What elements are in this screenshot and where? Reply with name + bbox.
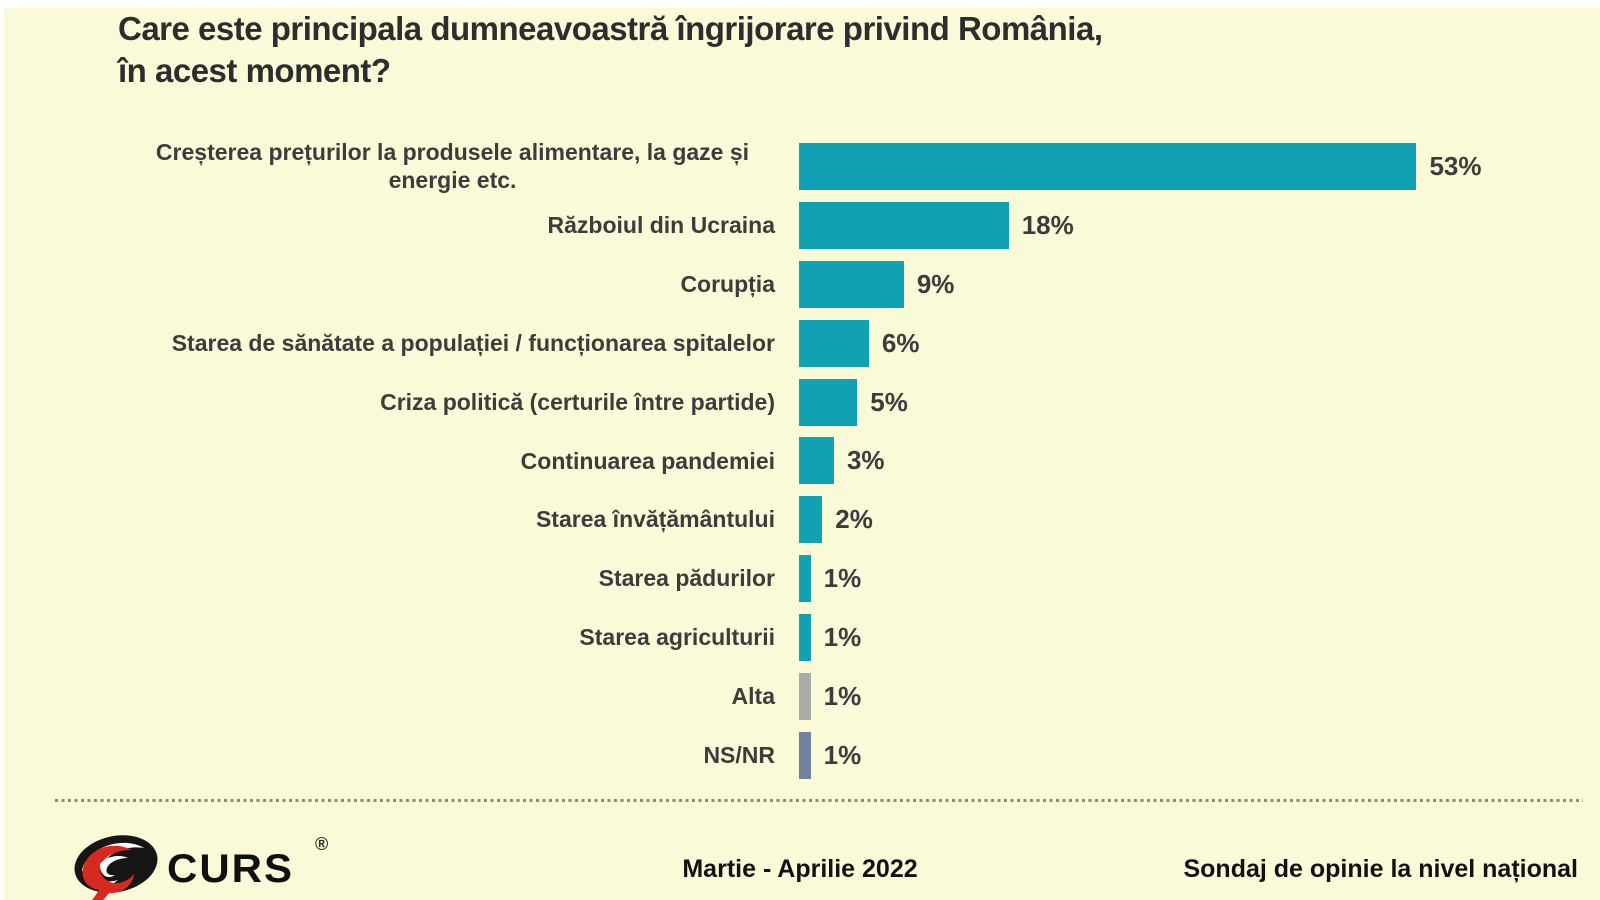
chart-row: NS/NR 1% [130, 726, 1580, 785]
value-label: 1% [823, 563, 862, 594]
chart-row: Starea învățământului 2% [130, 490, 1580, 549]
bar [799, 614, 811, 662]
survey-period-label: Martie - Aprilie 2022 [682, 855, 918, 883]
value-label: 3% [846, 445, 885, 476]
value-label: 53% [1429, 150, 1482, 181]
bar [799, 201, 1009, 249]
bar [799, 496, 823, 544]
dotted-divider [55, 799, 1583, 802]
chart-row: Creșterea prețurilor la produsele alimen… [130, 137, 1580, 196]
bar [799, 378, 858, 426]
registered-trademark-icon: ® [315, 834, 329, 854]
chart-row: Alta 1% [130, 667, 1580, 726]
category-label: Alta [731, 683, 775, 710]
bar [799, 319, 869, 367]
chart-row: Continuarea pandemiei 3% [130, 431, 1580, 490]
value-label: 5% [870, 386, 908, 417]
value-label: 6% [881, 327, 920, 358]
survey-scope-label: Sondaj de opinie la nivel național [1183, 855, 1578, 883]
category-label: Creșterea prețurilor la produsele alimen… [155, 138, 750, 194]
value-label: 18% [1021, 209, 1074, 240]
chart-row: Războiul din Ucraina 18% [130, 196, 1580, 255]
chart-row: Starea agriculturii 1% [130, 608, 1580, 667]
curs-logo-text: CURS [167, 846, 295, 891]
category-label: Starea de sănătate a populației / funcți… [171, 329, 775, 356]
bar [799, 555, 811, 603]
curs-logo-icon [74, 835, 158, 900]
value-label: 2% [835, 504, 873, 535]
category-label: NS/NR [703, 741, 775, 768]
chart-row: Starea pădurilor 1% [130, 549, 1580, 608]
value-label: 1% [823, 622, 862, 653]
category-label: Starea învățământului [535, 506, 775, 533]
chart-row: Criza politică (certurile între partide)… [130, 373, 1580, 432]
chart-row: Corupția 9% [130, 255, 1580, 314]
category-label: Criza politică (certurile între partide) [380, 388, 775, 415]
bar [799, 260, 904, 308]
category-label: Starea pădurilor [598, 565, 775, 592]
category-label: Starea agriculturii [579, 624, 775, 651]
bar [799, 672, 811, 720]
bar [799, 437, 834, 485]
category-label: Continuarea pandemiei [520, 447, 775, 474]
category-label: Corupția [680, 270, 775, 297]
value-label: 9% [916, 268, 955, 299]
bar [799, 142, 1417, 190]
bar-chart: Creșterea prețurilor la produsele alimen… [130, 137, 1580, 785]
category-label: Războiul din Ucraina [547, 211, 775, 238]
chart-title: Care este principala dumneavoastră îngri… [118, 10, 1103, 89]
value-label: 1% [823, 680, 862, 711]
bar [799, 731, 811, 779]
chart-row: Starea de sănătate a populației / funcți… [130, 314, 1580, 373]
value-label: 1% [823, 739, 862, 770]
